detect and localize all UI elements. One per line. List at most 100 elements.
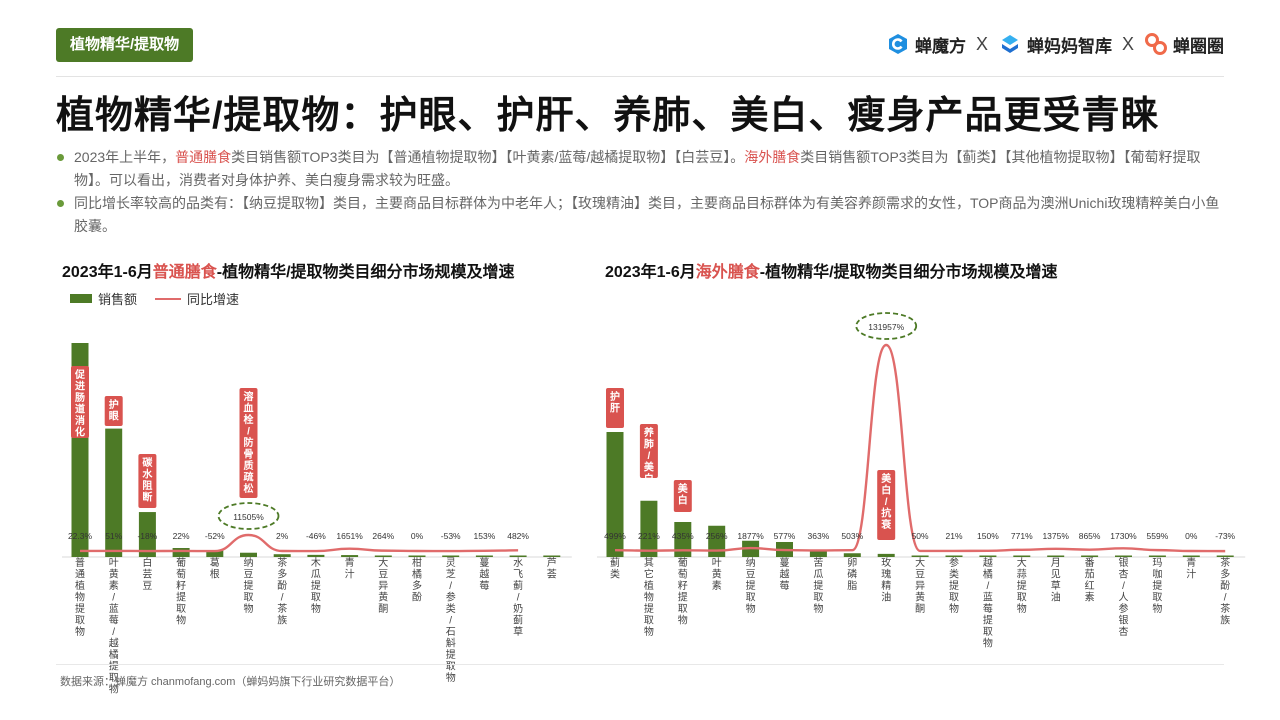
- bar: [1182, 555, 1200, 557]
- growth-label: 22%: [173, 531, 190, 541]
- bar: [674, 522, 692, 557]
- page-title: 植物精华/提取物：护眼、护肝、养肺、美白、瘦身产品更受青睐: [56, 95, 1160, 137]
- category-char: 奶: [513, 603, 523, 615]
- category-char: 见: [1051, 569, 1061, 581]
- category-char: 葡: [176, 556, 186, 569]
- category-char: 磷: [847, 568, 857, 581]
- category-char: 多: [277, 568, 287, 581]
- category-label: 木瓜提取物: [311, 557, 321, 615]
- category-char: 番: [1085, 557, 1095, 569]
- category-char: 其: [644, 557, 654, 569]
- category-char: 取: [446, 661, 456, 673]
- category-label: 银杏/人参银杏: [1119, 556, 1129, 638]
- category-char: 取: [644, 615, 654, 627]
- chart-overseas: 蓟类其它植物提取物葡萄籽提取物叶黄素纳豆提取物蔓越莓苦瓜提取物卵磷脂玫瑰精油大豆…: [597, 312, 1246, 650]
- callout-box: [877, 470, 896, 540]
- category-char: 玫: [881, 556, 891, 569]
- category-char: 提: [746, 580, 756, 592]
- category-char: 橘: [983, 569, 993, 581]
- callout-char: 化: [75, 426, 85, 439]
- category-label: 玛咖提取物: [1152, 557, 1162, 615]
- callout-char: /: [648, 451, 651, 462]
- category-char: 物: [446, 671, 456, 684]
- chart-title-left: 2023年1-6月普通膳食-植物精华/提取物类目细分市场规模及增速: [62, 258, 515, 282]
- category-char: 黄: [109, 568, 119, 581]
- logo-separator: X: [1121, 33, 1134, 54]
- chart-title-suffix: -植物精华/提取物类目细分市场规模及增速: [759, 264, 1058, 281]
- growth-label: -52%: [205, 531, 225, 541]
- bullet-text: 类目销售额TOP3类目为【蓟类】【其他植物提取物】【葡萄籽提取物】。可以看出，消…: [74, 149, 1201, 188]
- logo-chanmofang: 蝉魔方: [886, 32, 966, 57]
- category-char: 物: [678, 614, 688, 627]
- category-label: 葡萄籽提取物: [176, 556, 186, 627]
- category-char: 黄: [712, 568, 722, 581]
- category-label: 茶多酚/茶族: [277, 556, 287, 627]
- growth-label: 577%: [774, 531, 796, 541]
- bar: [105, 428, 123, 557]
- category-char: 物: [176, 614, 186, 627]
- category-label: 参类提取物: [949, 556, 959, 615]
- category-char: 提: [813, 580, 823, 592]
- bullet-dot: [57, 154, 64, 161]
- category-char: 酚: [1220, 580, 1230, 592]
- category-char: 物: [983, 637, 993, 650]
- category-char: 豆: [378, 569, 388, 581]
- category-char: 物: [311, 602, 321, 615]
- category-char: 物: [644, 625, 654, 638]
- category-char: /: [112, 627, 115, 638]
- bar: [408, 555, 426, 557]
- category-label: 普通植物提取物: [75, 556, 85, 638]
- category-char: 植: [75, 579, 85, 592]
- category-char: 杏: [1119, 625, 1129, 638]
- category-label: 苦瓜提取物: [813, 556, 823, 615]
- callout-char: 肝: [610, 403, 620, 415]
- category-char: 灵: [446, 557, 456, 569]
- growth-label: 435%: [672, 531, 694, 541]
- growth-label: 0%: [1185, 531, 1198, 541]
- category-char: 黄: [915, 591, 925, 604]
- category-char: 豆: [244, 569, 254, 581]
- callout-label: 养肺/美白: [643, 426, 655, 485]
- category-char: 茶: [1220, 556, 1230, 569]
- category-char: 白: [142, 556, 152, 569]
- category-char: 大: [378, 556, 388, 569]
- bar: [172, 548, 190, 557]
- callout-char: 血: [244, 402, 254, 415]
- callout-char: 美: [881, 472, 892, 485]
- category-label: 蔓越莓: [780, 556, 790, 592]
- header-divider: [56, 76, 1224, 77]
- category-char: 异: [378, 580, 388, 592]
- chanquanquan-logo-icon: [1145, 33, 1167, 55]
- category-char: 提: [176, 592, 186, 604]
- category-char: 取: [813, 592, 823, 604]
- category-label: 柑橘多酚: [412, 556, 422, 604]
- category-char: 酮: [915, 603, 925, 615]
- category-char: 取: [983, 626, 993, 638]
- category-char: 芸: [142, 568, 152, 581]
- growth-label: 1730%: [1110, 531, 1137, 541]
- category-char: 提: [949, 580, 959, 592]
- bar: [374, 555, 392, 557]
- growth-label: -53%: [441, 531, 461, 541]
- category-char: 取: [746, 592, 756, 604]
- category-char: 豆: [142, 580, 152, 592]
- growth-label: 264%: [372, 531, 394, 541]
- callout-char: 美: [644, 461, 655, 474]
- bar: [341, 555, 359, 557]
- growth-label: 771%: [1011, 531, 1033, 541]
- category-char: 取: [1152, 592, 1162, 604]
- legend-bar-swatch: [70, 294, 92, 303]
- legend-item-line: 同比增速: [155, 289, 239, 308]
- category-label: 大蒜提取物: [1017, 556, 1027, 615]
- category-char: 红: [1085, 579, 1095, 592]
- growth-label: 1877%: [737, 531, 764, 541]
- callout-box: [104, 396, 123, 426]
- chart-legend: 销售额 同比增速: [70, 289, 239, 308]
- category-label: 水飞蓟/奶蓟草: [513, 557, 523, 638]
- bullet-item-2: 同比增长率较高的品类有：【纳豆提取物】类目，主要商品目标群体为中老年人；【玫瑰精…: [56, 192, 1224, 238]
- category-char: 提: [75, 603, 85, 615]
- category-char: 参: [949, 556, 959, 569]
- category-char: 蔓: [780, 556, 790, 569]
- chanmama-logo-icon: [1001, 35, 1018, 53]
